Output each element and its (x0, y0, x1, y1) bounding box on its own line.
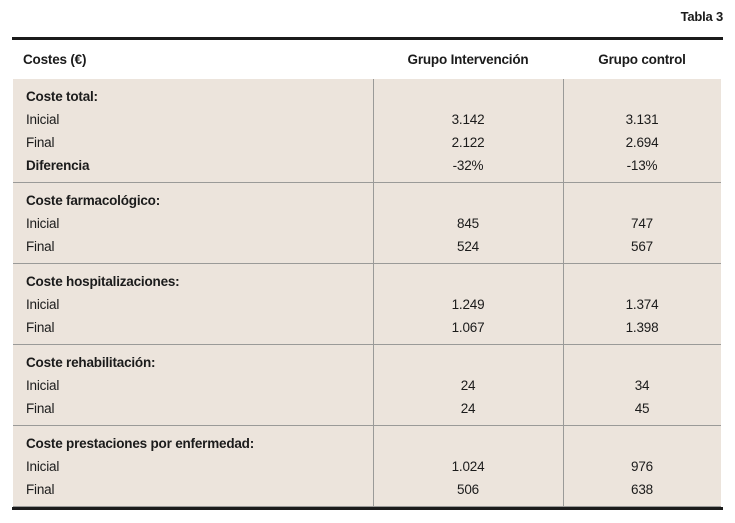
column-header-costes: Costes (€) (23, 52, 87, 67)
table-header-row: Costes (€) Grupo Intervención Grupo cont… (13, 40, 721, 79)
table-sections: Coste total: Inicial 3.142 3.131 Final 2.122 2… (13, 79, 721, 506)
section-title: Coste rehabilitación: (26, 355, 156, 370)
table-section: Coste rehabilitación: Inicial 24 34 Final 24 4… (13, 344, 721, 425)
section-title: Coste total: (26, 89, 98, 104)
value-grupo-intervencion: 506 (457, 482, 479, 497)
value-grupo-intervencion: 3.142 (451, 112, 485, 127)
value-grupo-intervencion: 524 (457, 239, 479, 254)
row-label: Inicial (26, 216, 60, 231)
table-row: Final 524 567 (13, 235, 721, 258)
table-section: Coste farmacológico: Inicial 845 747 Final 52… (13, 182, 721, 263)
row-label: Diferencia (26, 158, 90, 173)
value-grupo-control: 976 (631, 459, 653, 474)
value-grupo-intervencion: 2.122 (451, 135, 485, 150)
row-label: Final (26, 239, 55, 254)
section-title: Coste prestaciones por enfermedad: (26, 436, 255, 451)
row-label: Final (26, 482, 55, 497)
table-section: Coste prestaciones por enfermedad: Inicia… (13, 425, 721, 506)
row-label: Inicial (26, 378, 60, 393)
value-grupo-control: 1.374 (625, 297, 659, 312)
value-grupo-intervencion: 845 (457, 216, 479, 231)
section-title-row: Coste prestaciones por enfermedad: (13, 432, 721, 455)
row-label: Final (26, 135, 55, 150)
row-label: Inicial (26, 112, 60, 127)
row-label: Inicial (26, 459, 60, 474)
table-body: Coste total: Inicial 3.142 3.131 Final 2.122 2… (13, 79, 721, 507)
table-row: Inicial 3.142 3.131 (13, 108, 721, 131)
value-grupo-intervencion: -32% (452, 158, 484, 173)
table-caption: Tabla 3 (680, 9, 724, 24)
value-grupo-control: -13% (626, 158, 658, 173)
table-row: Inicial 845 747 (13, 212, 721, 235)
column-header-grupo-intervencion: Grupo Intervención (407, 52, 529, 67)
table-row: Final 24 45 (13, 397, 721, 420)
value-grupo-intervencion: 1.067 (451, 320, 485, 335)
top-rule (12, 37, 723, 40)
table-row: Inicial 1.024 976 (13, 455, 721, 478)
row-label: Inicial (26, 297, 60, 312)
value-grupo-intervencion: 24 (460, 378, 476, 393)
value-grupo-control: 45 (634, 401, 650, 416)
section-title: Coste hospitalizaciones: (26, 274, 180, 289)
value-grupo-control: 567 (631, 239, 653, 254)
table-row: Diferencia -32% -13% (13, 154, 721, 177)
table-section: Coste hospitalizaciones: Inicial 1.249 1.37… (13, 263, 721, 344)
section-title-row: Coste hospitalizaciones: (13, 270, 721, 293)
table-row: Final 506 638 (13, 478, 721, 501)
row-label: Final (26, 320, 55, 335)
value-grupo-intervencion: 24 (460, 401, 476, 416)
column-header-grupo-control: Grupo control (598, 52, 686, 67)
row-label: Final (26, 401, 55, 416)
value-grupo-control: 3.131 (625, 112, 659, 127)
column-divider-1 (373, 79, 374, 507)
table-section: Coste total: Inicial 3.142 3.131 Final 2.122 2… (13, 79, 721, 182)
table-row: Inicial 24 34 (13, 374, 721, 397)
value-grupo-control: 2.694 (625, 135, 659, 150)
table-row: Final 1.067 1.398 (13, 316, 721, 339)
column-divider-2 (563, 79, 564, 507)
section-title-row: Coste rehabilitación: (13, 351, 721, 374)
value-grupo-intervencion: 1.249 (451, 297, 485, 312)
value-grupo-control: 34 (634, 378, 650, 393)
bottom-rule (12, 507, 723, 510)
value-grupo-control: 638 (631, 482, 653, 497)
section-title-row: Coste total: (13, 85, 721, 108)
table-row: Inicial 1.249 1.374 (13, 293, 721, 316)
value-grupo-control: 747 (631, 216, 653, 231)
table-row: Final 2.122 2.694 (13, 131, 721, 154)
section-title-row: Coste farmacológico: (13, 189, 721, 212)
value-grupo-intervencion: 1.024 (451, 459, 485, 474)
section-title: Coste farmacológico: (26, 193, 161, 208)
value-grupo-control: 1.398 (625, 320, 659, 335)
